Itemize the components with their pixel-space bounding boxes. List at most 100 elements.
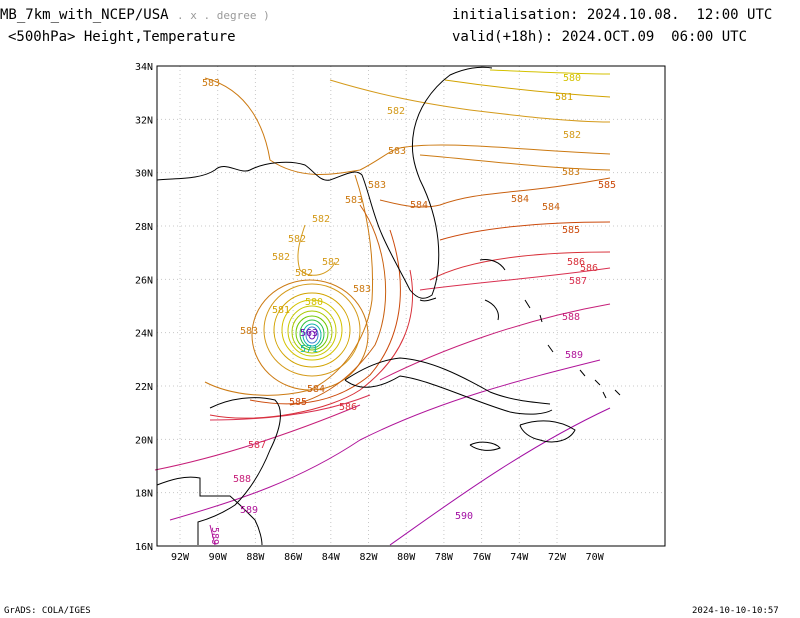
lat-tick-label: 34N (135, 62, 153, 73)
lat-tick-label: 32N (135, 115, 153, 126)
contour-label: 581 (272, 305, 290, 316)
contour-label: 582 (322, 257, 340, 268)
contour-583-north (204, 77, 611, 175)
contour-590 (389, 407, 611, 546)
coastlines (156, 66, 621, 546)
lon-tick-label: 76W (473, 552, 492, 563)
contour-label: 588 (233, 474, 251, 485)
contour-label: 584 (542, 202, 560, 213)
coast-small-islands (579, 369, 621, 399)
contour-586 (429, 251, 611, 281)
plot-frame (156, 65, 666, 547)
contour-581 (444, 79, 611, 98)
contour-label: 580 (563, 73, 581, 84)
contour-label: 583 (345, 195, 363, 206)
contour-label: 585 (562, 225, 580, 236)
contour-label: 582 (387, 106, 405, 117)
lon-tick-label: 86W (284, 552, 303, 563)
footer-credit: GrADS: COLA/IGES (4, 606, 91, 616)
contour-label: 583 (240, 326, 258, 337)
low-ring-581 (273, 292, 351, 368)
contour-582-north (329, 79, 611, 123)
product-title: <500hPa> Height,Temperature (8, 29, 236, 45)
contour-label: 586 (339, 402, 357, 413)
height-contours (154, 69, 611, 546)
init-time: initialisation: 2024.10.08. 12:00 UTC (452, 7, 772, 23)
coast-jamaica (469, 441, 501, 451)
contour-label: 584 (511, 194, 529, 205)
lat-tick-label: 28N (135, 222, 153, 233)
unit-note: . x . degree ) (177, 9, 270, 22)
lon-tick-label: 74W (510, 552, 529, 563)
coast-cuba (344, 357, 551, 405)
contour-583-east (419, 154, 611, 171)
contour-label: 587 (248, 440, 266, 451)
contour-label: 582 (272, 252, 290, 263)
contour-label: 582 (563, 130, 581, 141)
lat-tick-label: 24N (135, 329, 153, 340)
model-name: MB_7km_with_NCEP/USA (0, 7, 169, 23)
contour-label: 580 (305, 297, 323, 308)
lon-tick-label: 78W (435, 552, 454, 563)
contour-label: 584 (410, 200, 428, 211)
valid-label: valid(+18h): (452, 29, 554, 45)
contour-label: 583 (562, 167, 580, 178)
valid-time: valid(+18h): 2024.OCT.09 06:00 UTC (452, 29, 747, 45)
contour-label: 589 (240, 505, 258, 516)
contour-588 (154, 303, 611, 471)
coast-hispaniola (519, 420, 576, 443)
lat-tick-label: 18N (135, 489, 153, 500)
lon-tick-label: 84W (322, 552, 341, 563)
contour-label: 563 (300, 328, 318, 339)
contour-label: 583 (388, 146, 406, 157)
contour-label: 587 (569, 276, 587, 287)
lat-tick-label: 22N (135, 382, 153, 393)
contour-label: 582 (295, 268, 313, 279)
contour-label: 589 (209, 527, 220, 545)
model-title: MB_7km_with_NCEP/USA . x . degree ) (0, 7, 270, 24)
contour-580 (489, 69, 611, 75)
low-ring-582 (263, 283, 361, 377)
coast-cuba-south (344, 375, 553, 415)
contour-label: 583 (353, 284, 371, 295)
contour-label: 582 (288, 234, 306, 245)
contour-label: 590 (455, 511, 473, 522)
contour-label: 583 (202, 78, 220, 89)
contour-label: 571 (300, 344, 318, 355)
contour-label: 586 (580, 263, 598, 274)
contour-label: 589 (565, 350, 583, 361)
contour-585 (439, 221, 611, 241)
graticule (157, 66, 665, 546)
lat-tick-label: 30N (135, 169, 153, 180)
contour-label: 584 (307, 384, 325, 395)
low-ring-580 (281, 299, 343, 361)
coast-us-gulf (156, 66, 493, 299)
lon-tick-label: 72W (548, 552, 567, 563)
contour-label: 582 (312, 214, 330, 225)
lon-tick-label: 70W (586, 552, 605, 563)
init-label: initialisation: (452, 7, 579, 23)
contour-589 (169, 359, 601, 546)
lat-tick-label: 26N (135, 275, 153, 286)
lon-tick-label: 92W (171, 552, 190, 563)
lon-tick-label: 82W (359, 552, 378, 563)
init-value: 2024.10.08. 12:00 UTC (586, 7, 773, 23)
coast-bahamas (479, 259, 554, 353)
contour-label: 583 (368, 180, 386, 191)
contour-584 (379, 177, 611, 208)
valid-value: 2024.OCT.09 06:00 UTC (561, 29, 748, 45)
footer-timestamp: 2024-10-10-10:57 (692, 606, 779, 616)
contour-label: 588 (562, 312, 580, 323)
axis-tick-labels: 34N 32N 30N 28N 26N 24N 22N 20N 18N 16N 92W 90W 88W 8… (135, 62, 605, 563)
contour-labels: 580 581 582 582 583 583 583 583 583 585 … (202, 73, 616, 545)
lat-tick-label: 20N (135, 435, 153, 446)
coast-central-america (156, 476, 263, 546)
contour-label: 581 (555, 92, 573, 103)
lat-tick-label: 16N (135, 542, 153, 553)
contour-label: 585 (289, 397, 307, 408)
lon-tick-label: 80W (397, 552, 416, 563)
lon-tick-label: 90W (209, 552, 228, 563)
coast-florida-keys (419, 297, 437, 302)
contour-label: 585 (598, 180, 616, 191)
